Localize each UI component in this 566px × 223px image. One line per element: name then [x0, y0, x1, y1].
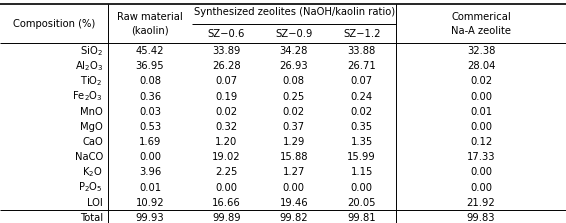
Text: TiO$_2$: TiO$_2$ — [80, 74, 103, 88]
Text: 10.92: 10.92 — [136, 198, 164, 208]
Text: MnO: MnO — [80, 107, 103, 117]
Text: 1.35: 1.35 — [350, 137, 373, 147]
Text: 28.04: 28.04 — [467, 61, 495, 71]
Text: Total: Total — [80, 213, 103, 223]
Text: 0.08: 0.08 — [139, 76, 161, 86]
Text: MgO: MgO — [80, 122, 103, 132]
Text: 33.88: 33.88 — [348, 46, 376, 56]
Text: 99.93: 99.93 — [136, 213, 164, 223]
Text: 26.71: 26.71 — [348, 61, 376, 71]
Text: LOI: LOI — [87, 198, 103, 208]
Text: 0.00: 0.00 — [139, 152, 161, 162]
Text: 0.00: 0.00 — [283, 183, 305, 192]
Text: 45.42: 45.42 — [136, 46, 164, 56]
Text: K$_2$O: K$_2$O — [82, 165, 103, 179]
Text: 34.28: 34.28 — [280, 46, 308, 56]
Text: 0.07: 0.07 — [215, 76, 238, 86]
Text: SZ−0.9: SZ−0.9 — [275, 29, 312, 39]
Text: 20.05: 20.05 — [348, 198, 376, 208]
Text: 0.53: 0.53 — [139, 122, 161, 132]
Text: SiO$_2$: SiO$_2$ — [80, 44, 103, 58]
Text: CaO: CaO — [82, 137, 103, 147]
Text: 15.99: 15.99 — [348, 152, 376, 162]
Text: SZ−0.6: SZ−0.6 — [208, 29, 245, 39]
Text: 0.00: 0.00 — [351, 183, 372, 192]
Text: 36.95: 36.95 — [136, 61, 164, 71]
Text: 3.96: 3.96 — [139, 167, 161, 177]
Text: 99.83: 99.83 — [467, 213, 495, 223]
Text: Commerical
Na-A zeolite: Commerical Na-A zeolite — [451, 12, 511, 36]
Text: 0.02: 0.02 — [282, 107, 305, 117]
Text: 0.03: 0.03 — [139, 107, 161, 117]
Text: 0.19: 0.19 — [215, 92, 238, 101]
Text: 0.00: 0.00 — [470, 167, 492, 177]
Text: 99.81: 99.81 — [348, 213, 376, 223]
Text: 0.24: 0.24 — [350, 92, 373, 101]
Text: 19.46: 19.46 — [280, 198, 308, 208]
Text: 2.25: 2.25 — [215, 167, 238, 177]
Text: 0.02: 0.02 — [470, 76, 492, 86]
Text: 19.02: 19.02 — [212, 152, 241, 162]
Text: 26.93: 26.93 — [280, 61, 308, 71]
Text: 99.82: 99.82 — [280, 213, 308, 223]
Text: 0.00: 0.00 — [470, 122, 492, 132]
Text: 17.33: 17.33 — [467, 152, 495, 162]
Text: Synthesized zeolites (NaOH/kaolin ratio): Synthesized zeolites (NaOH/kaolin ratio) — [194, 7, 395, 17]
Text: 0.02: 0.02 — [350, 107, 373, 117]
Text: 26.28: 26.28 — [212, 61, 241, 71]
Text: 0.25: 0.25 — [282, 92, 305, 101]
Text: 1.27: 1.27 — [282, 167, 305, 177]
Text: 0.00: 0.00 — [470, 183, 492, 192]
Text: 99.89: 99.89 — [212, 213, 241, 223]
Text: Composition (%): Composition (%) — [12, 19, 95, 29]
Text: 1.29: 1.29 — [282, 137, 305, 147]
Text: Fe$_2$O$_3$: Fe$_2$O$_3$ — [72, 90, 103, 103]
Text: 33.89: 33.89 — [212, 46, 241, 56]
Text: 32.38: 32.38 — [467, 46, 495, 56]
Text: NaCO: NaCO — [75, 152, 103, 162]
Text: 0.07: 0.07 — [350, 76, 373, 86]
Text: 1.69: 1.69 — [139, 137, 161, 147]
Text: 15.88: 15.88 — [280, 152, 308, 162]
Text: 1.15: 1.15 — [350, 167, 373, 177]
Text: 0.35: 0.35 — [350, 122, 373, 132]
Text: 0.00: 0.00 — [470, 92, 492, 101]
Text: 0.01: 0.01 — [139, 183, 161, 192]
Text: 0.12: 0.12 — [470, 137, 492, 147]
Text: 0.01: 0.01 — [470, 107, 492, 117]
Text: Al$_2$O$_3$: Al$_2$O$_3$ — [75, 59, 103, 73]
Text: 21.92: 21.92 — [467, 198, 495, 208]
Text: Raw material
(kaolin): Raw material (kaolin) — [117, 12, 183, 36]
Text: 0.02: 0.02 — [215, 107, 238, 117]
Text: 1.20: 1.20 — [215, 137, 238, 147]
Text: P$_2$O$_5$: P$_2$O$_5$ — [78, 181, 103, 194]
Text: 0.37: 0.37 — [282, 122, 305, 132]
Text: SZ−1.2: SZ−1.2 — [343, 29, 380, 39]
Text: 0.00: 0.00 — [216, 183, 237, 192]
Text: 0.08: 0.08 — [283, 76, 305, 86]
Text: 0.32: 0.32 — [215, 122, 238, 132]
Text: 16.66: 16.66 — [212, 198, 241, 208]
Text: 0.36: 0.36 — [139, 92, 161, 101]
